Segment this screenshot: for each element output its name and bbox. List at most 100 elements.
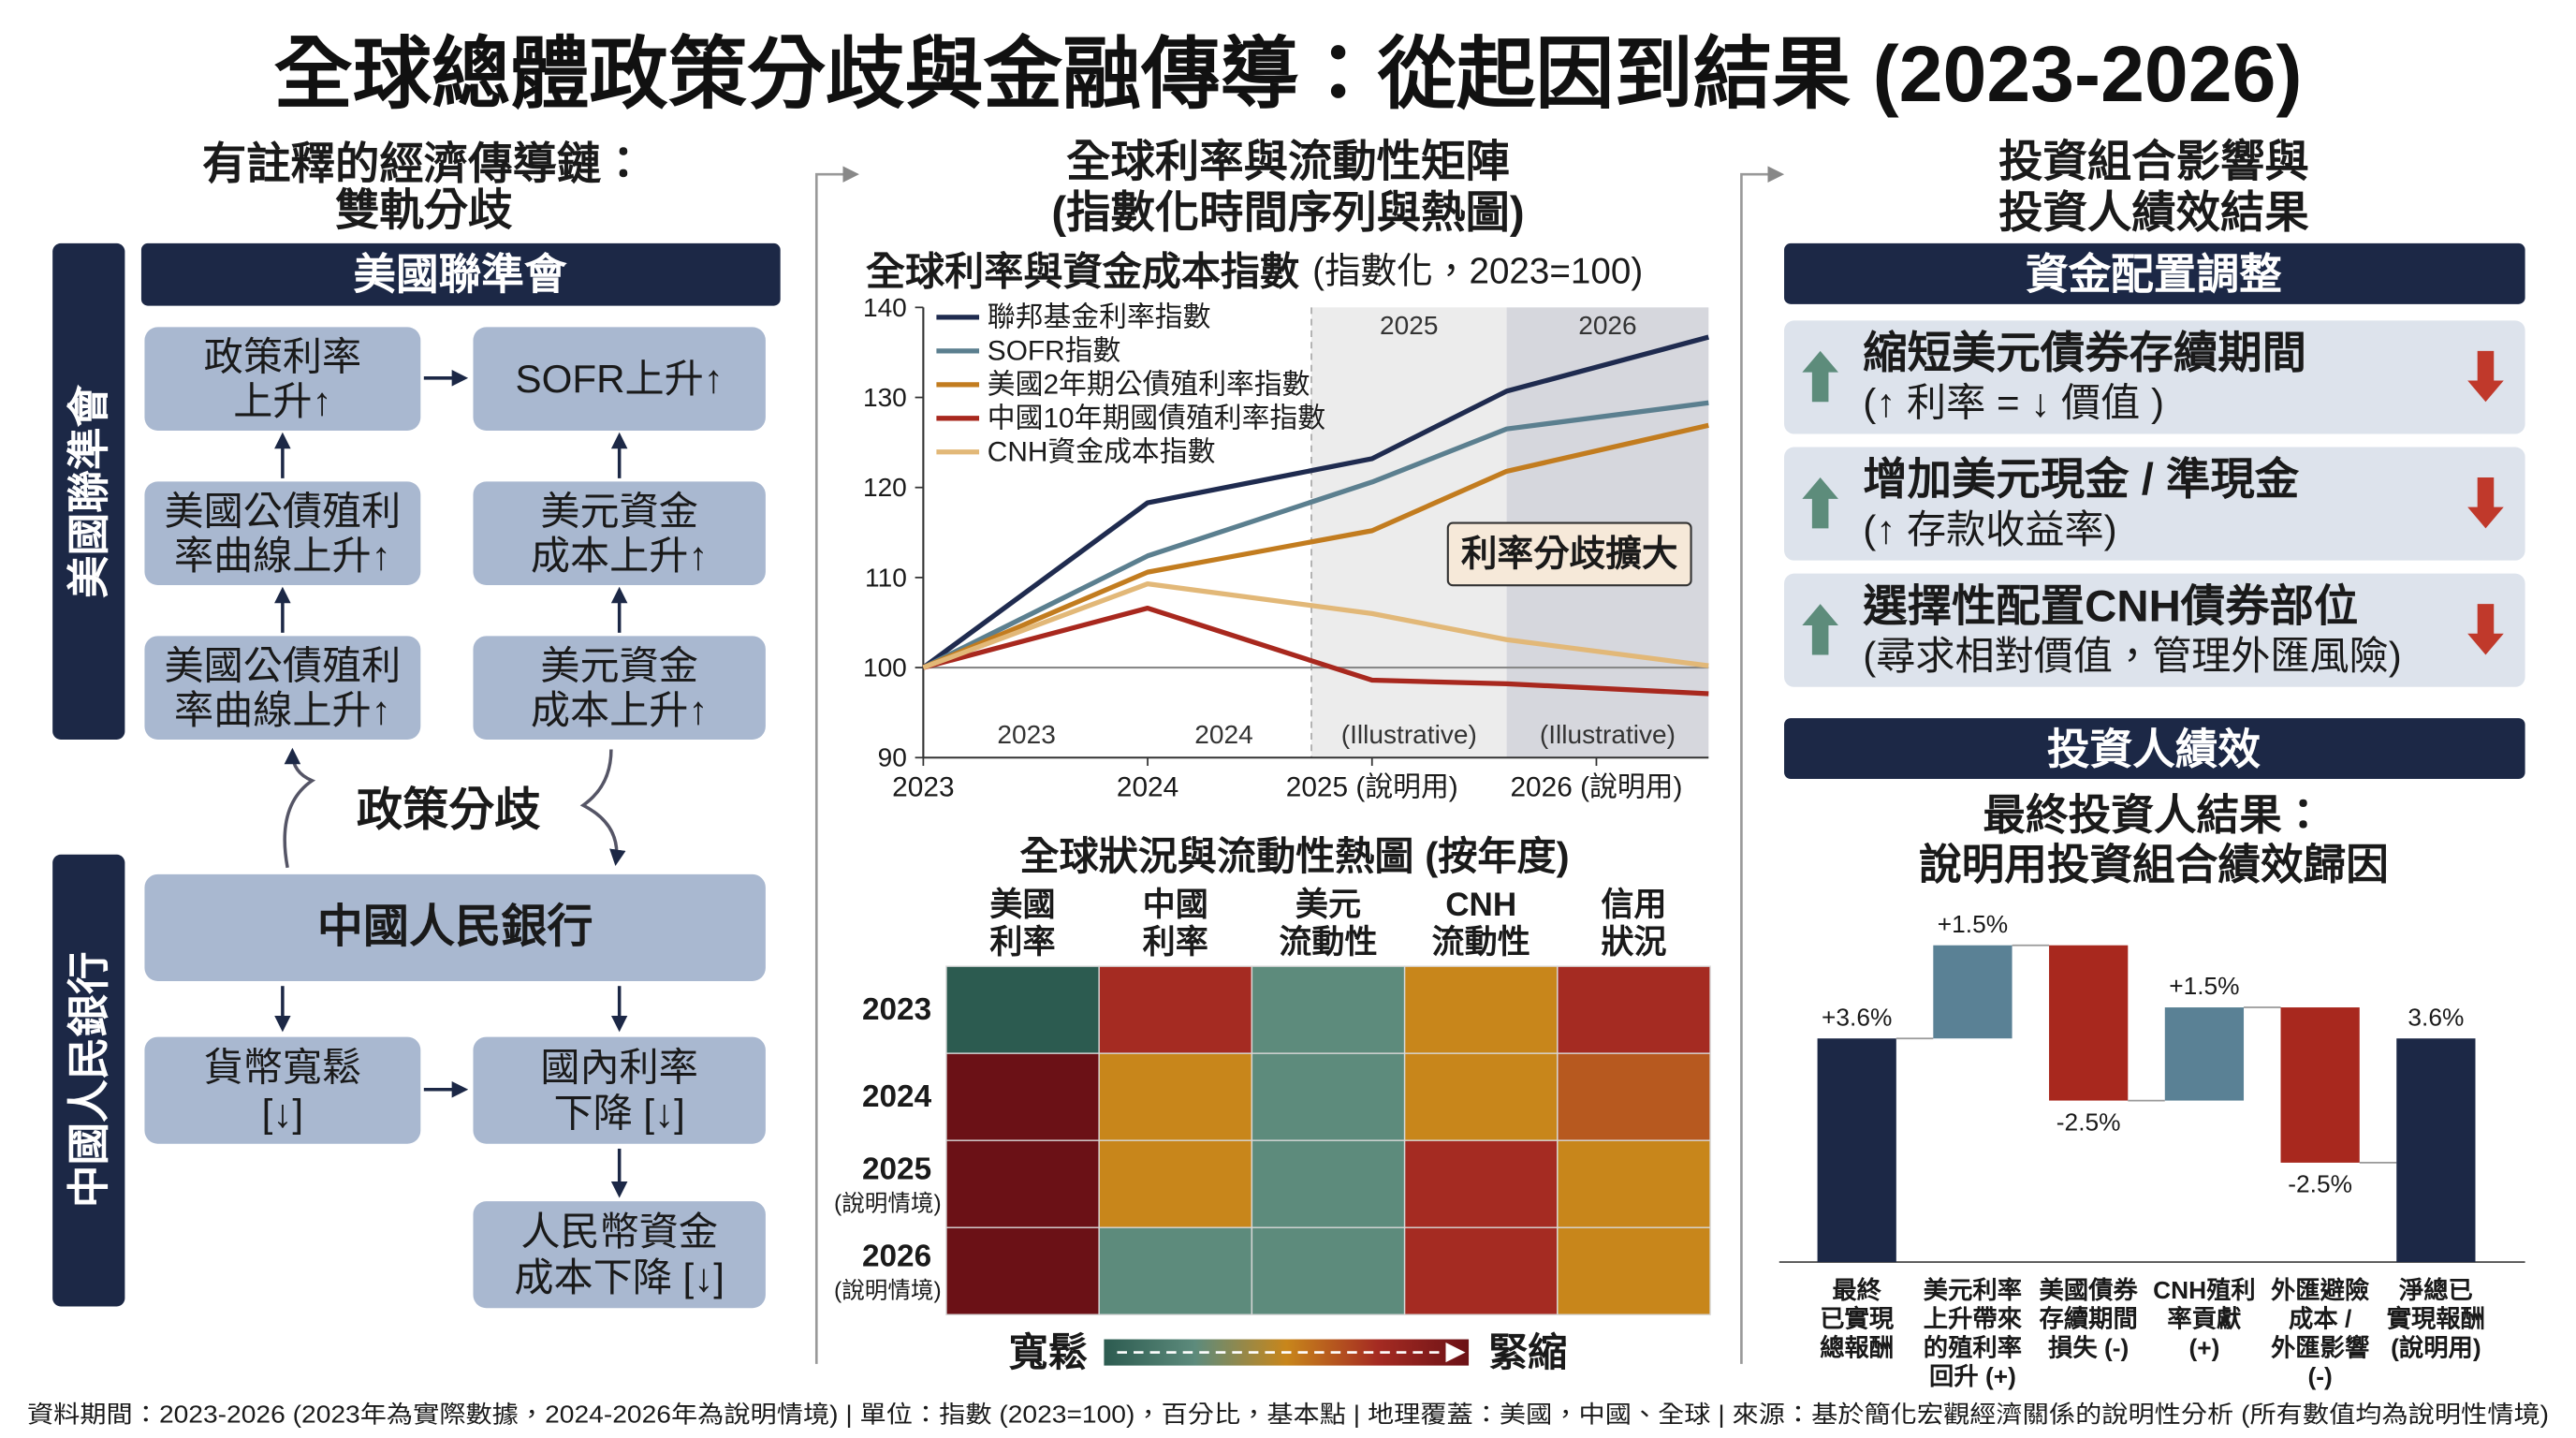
region-sublabel: (Illustrative) [1540, 720, 1676, 749]
category-label: (-) [2307, 1362, 2332, 1390]
value-label: 3.6% [2408, 1003, 2464, 1031]
heat-cell [1098, 1226, 1253, 1315]
category-label: 的殖利率 [1924, 1333, 2022, 1361]
category-label: 外匯影響 [2271, 1333, 2369, 1361]
column-header: 美元 [1295, 887, 1361, 923]
flow-box [473, 636, 766, 740]
heat-cell [1403, 965, 1559, 1054]
column-header: 利率 [1143, 924, 1208, 961]
waterfall-bar [2164, 1007, 2245, 1101]
flow-box-text: 國內利率 [540, 1046, 697, 1090]
flow-box [144, 873, 766, 981]
x-tick-label: 2025 (說明用) [1286, 771, 1458, 802]
flow-box-text: 下降 [↓] [553, 1092, 684, 1136]
legend-label: 中國10年期國債殖利率指數 [988, 403, 1325, 433]
legend-label: SOFR指數 [988, 335, 1121, 366]
section-heading: 投資人績效結果 [1998, 188, 2309, 238]
value-label: -2.5% [2056, 1108, 2121, 1136]
legend-arrow-head [1445, 1343, 1466, 1363]
flow-box [473, 481, 766, 585]
side-bar [52, 854, 125, 1307]
column-header: 美國 [989, 887, 1055, 923]
column-header: CNH [1445, 887, 1516, 923]
region-label: 2026 [1578, 311, 1636, 340]
flow-box [144, 327, 421, 431]
flow-box-text: 貨幣寬鬆 [204, 1046, 361, 1090]
chart-title: 最終投資人結果： [1983, 791, 2324, 839]
section-heading: 投資組合影響與 [1998, 138, 2309, 187]
legend-label: 美國2年期公債殖利率指數 [988, 369, 1310, 400]
dividers [814, 166, 1785, 1364]
chart-title: 說明用投資組合績效歸因 [1919, 841, 2389, 888]
chart-title: 全球狀況與流動性熱圖 (按年度) [1019, 834, 1569, 878]
page-title: 全球總體政策分歧與金融傳導：從起因到結果 (2023-2026) [273, 30, 2302, 118]
section-heading: 有註釋的經濟傳導鏈： [202, 139, 646, 189]
period-label: 2023 [997, 720, 1055, 749]
heat-cell [1557, 965, 1711, 1054]
series-line [922, 605, 1709, 697]
flow-box-text: 率曲線上升↑ [174, 534, 391, 578]
side-label: 美國聯準會 [65, 384, 112, 597]
left-arrows [274, 370, 628, 1198]
category-label: 回升 (+) [1929, 1362, 2016, 1390]
category-label: 淨總已 [2399, 1276, 2473, 1304]
category-label: CNH殖利 [2153, 1276, 2256, 1304]
chart-subtitle: (指數化，2023=100) [1312, 251, 1643, 291]
header-text: 投資人績效 [2047, 726, 2261, 773]
x-tick-label: 2024 [1117, 771, 1178, 802]
heat-cell [1098, 1052, 1253, 1141]
category-label: 損失 (-) [2048, 1333, 2129, 1361]
row-label: 2023 [862, 992, 931, 1027]
y-tick-label: 120 [863, 473, 907, 502]
column-header: 流動性 [1279, 924, 1377, 961]
category-label: 總報酬 [1820, 1333, 1894, 1361]
heat-cell [1251, 1139, 1406, 1228]
heat-cell [945, 965, 1100, 1054]
down-icon [2467, 477, 2504, 529]
value-label: +3.6% [1822, 1003, 1892, 1031]
header-bar [1784, 242, 2525, 304]
row-note: (說明情境) [834, 1190, 942, 1216]
waterfall-bar [2049, 945, 2129, 1101]
flow-box-text: 人民幣資金 [520, 1210, 718, 1254]
heat-cell [945, 1226, 1100, 1315]
category-label: 最終 [1832, 1276, 1881, 1304]
region-label: 2025 [1380, 311, 1438, 340]
divergence-label: 政策分歧 [357, 785, 540, 835]
header-bar [140, 242, 781, 306]
heat-cell [1403, 1139, 1559, 1228]
action-card [1784, 320, 2525, 434]
y-tick-label: 130 [863, 383, 907, 412]
legend-high: 緊縮 [1488, 1330, 1567, 1374]
flow-box-text: 中國人民銀行 [317, 902, 593, 952]
flow-box-text: 成本下降 [↓] [514, 1255, 724, 1299]
column-header: 信用 [1601, 887, 1666, 923]
flow-box-text: 率曲線上升↑ [174, 688, 391, 732]
flow-box-text: 美國公債殖利 [165, 489, 402, 533]
flow-box-text: 成本上升↑ [531, 534, 708, 578]
up-icon [1802, 477, 1838, 529]
divider [1740, 166, 1785, 1364]
column-header: 流動性 [1432, 924, 1530, 961]
category-label: 美元利率 [1924, 1276, 2022, 1304]
legend-label: 聯邦基金利率指數 [988, 301, 1211, 332]
category-label: (+) [2188, 1333, 2219, 1361]
heat-cell [1557, 1139, 1711, 1228]
value-label: +1.5% [2169, 972, 2239, 1000]
heat-cell [1403, 1052, 1559, 1141]
flow-box-text: [↓] [262, 1092, 303, 1136]
series-line [922, 422, 1709, 670]
down-icon [2467, 604, 2504, 655]
row-label: 2024 [862, 1079, 932, 1114]
flow-box [473, 1201, 766, 1309]
value-label: -2.5% [2288, 1170, 2352, 1198]
up-icon [1802, 604, 1838, 655]
heat-cell [1251, 1226, 1406, 1315]
action-title: 縮短美元債券存續期間 [1863, 329, 2306, 378]
category-label: 存續期間 [2040, 1305, 2138, 1333]
chart-title: 全球利率與資金成本指數 (指數化，2023=100) [866, 249, 1643, 293]
side-label: 中國人民銀行 [65, 951, 112, 1208]
row-label: 2025 [862, 1152, 931, 1186]
heat-cell [1557, 1226, 1711, 1315]
